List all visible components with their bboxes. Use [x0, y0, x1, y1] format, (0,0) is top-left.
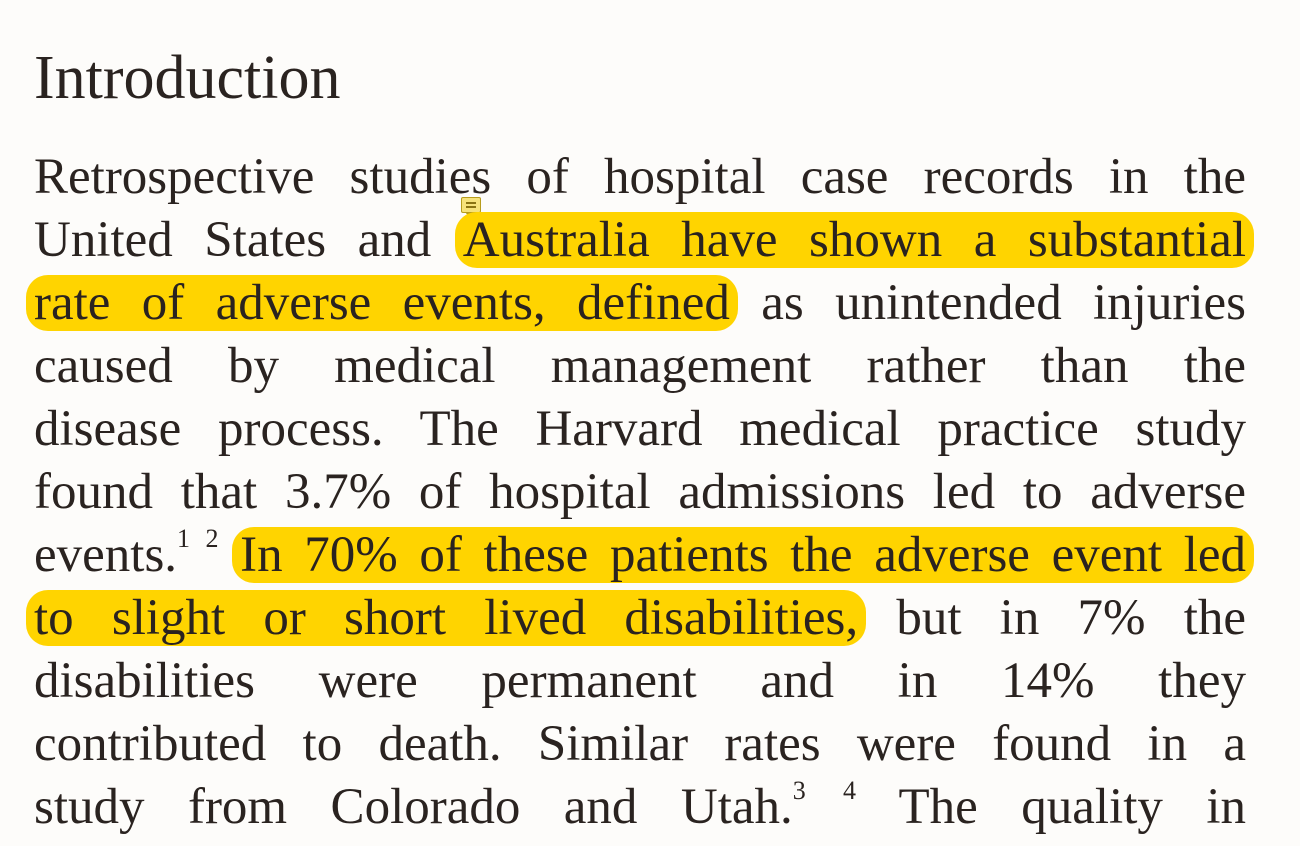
paragraph-line-3: rate of adverse events, defined as unint…	[26, 272, 1246, 335]
line-text: United States and	[34, 212, 463, 268]
line-text: but in 7% the	[858, 590, 1246, 646]
line-text: events.	[34, 527, 178, 583]
paragraph-line-6: found that 3.7% of hospital admissions l…	[34, 464, 1246, 520]
paragraph-line-1: Retrospective studies of hospital case r…	[34, 149, 1246, 205]
line-text: The quality in	[855, 779, 1247, 835]
highlight-annotation[interactable]: Australia have shown a substantial	[454, 212, 1254, 268]
paragraph-line-8: to slight or short lived disabilities, b…	[26, 587, 1246, 650]
paragraph-line-5: disease process. The Harvard medical pra…	[34, 401, 1246, 457]
paragraph-line-11: study from Colorado and Utah.3 4 The qua…	[34, 776, 1246, 839]
paragraph-line-10: contributed to death. Similar rates were…	[34, 716, 1246, 772]
paragraph-line-9: disabilities were permanent and in 14% t…	[34, 653, 1246, 709]
paragraph-line-2: United States and Australia have shown a…	[34, 209, 1254, 272]
paragraph-line-4: caused by medical management rather than…	[34, 338, 1246, 394]
line-text: as unintended injuries	[729, 275, 1246, 331]
line-text: study from Colorado and Utah.	[34, 779, 793, 835]
paragraph-line-7: events.1 2 In 70% of these patients the …	[34, 524, 1254, 587]
highlight-annotation[interactable]: to slight or short lived disabilities,	[26, 590, 867, 646]
citation-reference[interactable]: 1 2	[177, 524, 219, 553]
highlight-annotation[interactable]: In 70% of these patients the adverse eve…	[232, 527, 1254, 583]
section-heading: Introduction	[34, 44, 341, 112]
highlight-annotation[interactable]: rate of adverse events, defined	[26, 275, 738, 331]
citation-reference[interactable]: 3 4	[792, 776, 856, 805]
